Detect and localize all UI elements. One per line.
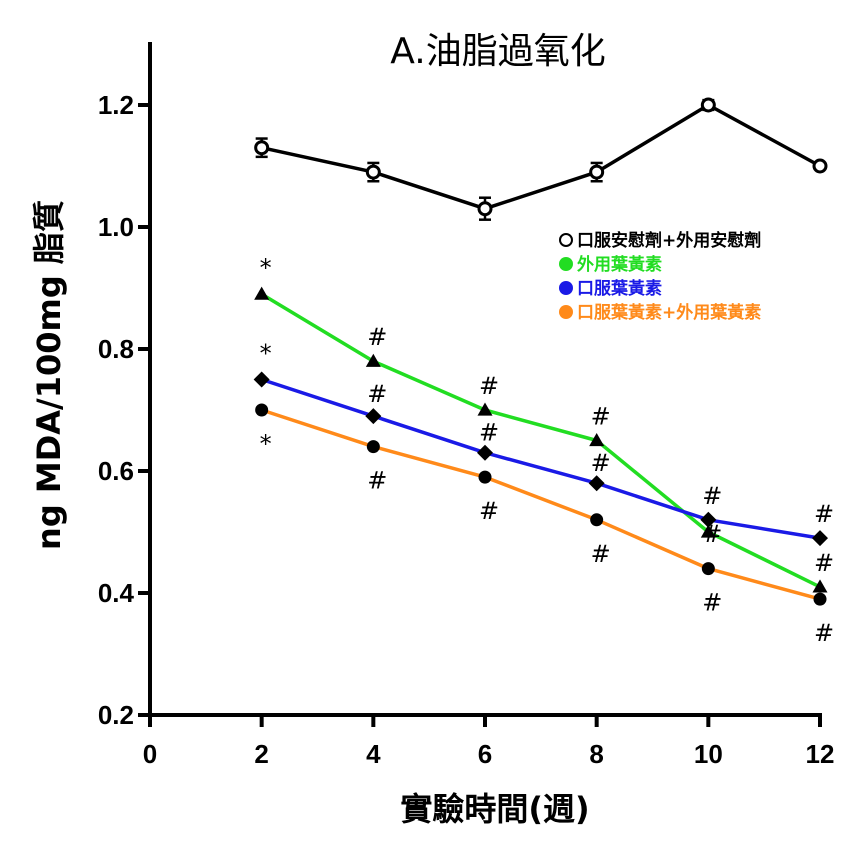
significance-mark: # bbox=[367, 323, 387, 351]
y-tick-label: 0.4 bbox=[98, 578, 135, 608]
y-tick-label: 0.2 bbox=[98, 700, 134, 730]
legend-item: 外用葉黃素 bbox=[559, 254, 662, 275]
series-line bbox=[261, 408, 821, 601]
significance-mark: # bbox=[479, 497, 499, 525]
data-point bbox=[365, 408, 382, 425]
data-point bbox=[477, 444, 493, 461]
legend-swatch bbox=[559, 233, 573, 247]
series-1 bbox=[254, 286, 828, 593]
data-point bbox=[365, 164, 381, 180]
legend-label: 外用葉黃素 bbox=[577, 254, 662, 275]
legend-label: 口服安慰劑+外用安慰劑 bbox=[577, 230, 761, 251]
x-tick-label: 2 bbox=[254, 739, 268, 769]
significance-mark: # bbox=[814, 619, 834, 647]
data-point bbox=[812, 158, 828, 174]
significance-mark: # bbox=[479, 372, 499, 400]
legend-swatch bbox=[559, 257, 573, 271]
data-point bbox=[700, 97, 716, 113]
significance-mark: * bbox=[260, 340, 272, 368]
data-point bbox=[477, 201, 493, 217]
series-line bbox=[260, 292, 821, 589]
data-point bbox=[253, 371, 270, 388]
data-point bbox=[813, 592, 827, 606]
significance-mark: # bbox=[367, 380, 387, 408]
data-point bbox=[254, 286, 270, 300]
series-2 bbox=[253, 371, 828, 547]
chart-title: A.油脂過氧化 bbox=[390, 31, 605, 72]
data-point bbox=[812, 579, 828, 593]
data-point bbox=[366, 440, 380, 454]
data-point bbox=[589, 164, 605, 180]
y-tick-label: 0.6 bbox=[98, 456, 134, 486]
significance-mark: # bbox=[702, 482, 722, 510]
y-tick-label: 1.0 bbox=[98, 212, 134, 242]
significance-mark: # bbox=[367, 467, 387, 495]
legend-item: 口服葉黃素 bbox=[559, 278, 662, 299]
significance-mark: * bbox=[260, 430, 272, 458]
x-tick-label: 6 bbox=[478, 739, 492, 769]
significance-annotations: * # # # # # * # # # # # * # # # # # bbox=[260, 254, 834, 647]
significance-mark: # bbox=[479, 419, 499, 447]
data-point bbox=[701, 562, 715, 576]
data-point bbox=[478, 470, 492, 484]
x-tick-label: 8 bbox=[589, 739, 603, 769]
legend-item: 口服安慰劑+外用安慰劑 bbox=[559, 230, 761, 251]
legend-swatch bbox=[559, 281, 573, 295]
significance-mark: # bbox=[591, 403, 611, 431]
series-line bbox=[261, 377, 821, 540]
x-tick-label: 10 bbox=[694, 739, 723, 769]
significance-mark: # bbox=[702, 520, 722, 548]
x-tick-label: 0 bbox=[143, 739, 157, 769]
data-point bbox=[365, 353, 381, 367]
data-point bbox=[589, 433, 605, 447]
data-point bbox=[590, 513, 604, 527]
data-point bbox=[255, 403, 269, 417]
legend-item: 口服葉黃素+外用葉黃素 bbox=[559, 302, 761, 323]
legend-label: 口服葉黃素 bbox=[577, 278, 662, 299]
series-3 bbox=[255, 403, 827, 606]
data-point bbox=[812, 530, 828, 547]
y-tick-label: 1.2 bbox=[98, 90, 134, 120]
x-tick-label: 12 bbox=[806, 739, 835, 769]
legend-swatch bbox=[559, 305, 573, 319]
series-layer bbox=[253, 97, 828, 606]
x-ticks: 0 2 4 6 8 10 12 bbox=[143, 715, 835, 769]
data-point bbox=[254, 140, 270, 156]
data-point bbox=[700, 524, 716, 538]
y-tick-label: 0.8 bbox=[98, 334, 134, 364]
y-ticks: 0.2 0.4 0.6 0.8 1.0 1.2 bbox=[98, 90, 150, 730]
y-axis-title: ng MDA/100mg 脂質 bbox=[30, 200, 68, 550]
x-axis-title: 實驗時間(週) bbox=[400, 790, 589, 828]
significance-mark: # bbox=[814, 500, 834, 528]
data-point bbox=[700, 511, 717, 528]
data-point bbox=[588, 475, 605, 492]
significance-mark: # bbox=[702, 589, 722, 617]
significance-mark: # bbox=[814, 549, 834, 577]
series-line bbox=[261, 103, 821, 211]
series-0 bbox=[254, 97, 828, 221]
data-point bbox=[477, 402, 493, 416]
significance-mark: # bbox=[591, 449, 611, 477]
legend-label: 口服葉黃素+外用葉黃素 bbox=[577, 302, 761, 323]
significance-mark: * bbox=[260, 254, 272, 282]
x-tick-label: 4 bbox=[366, 739, 381, 769]
significance-mark: # bbox=[591, 540, 611, 568]
